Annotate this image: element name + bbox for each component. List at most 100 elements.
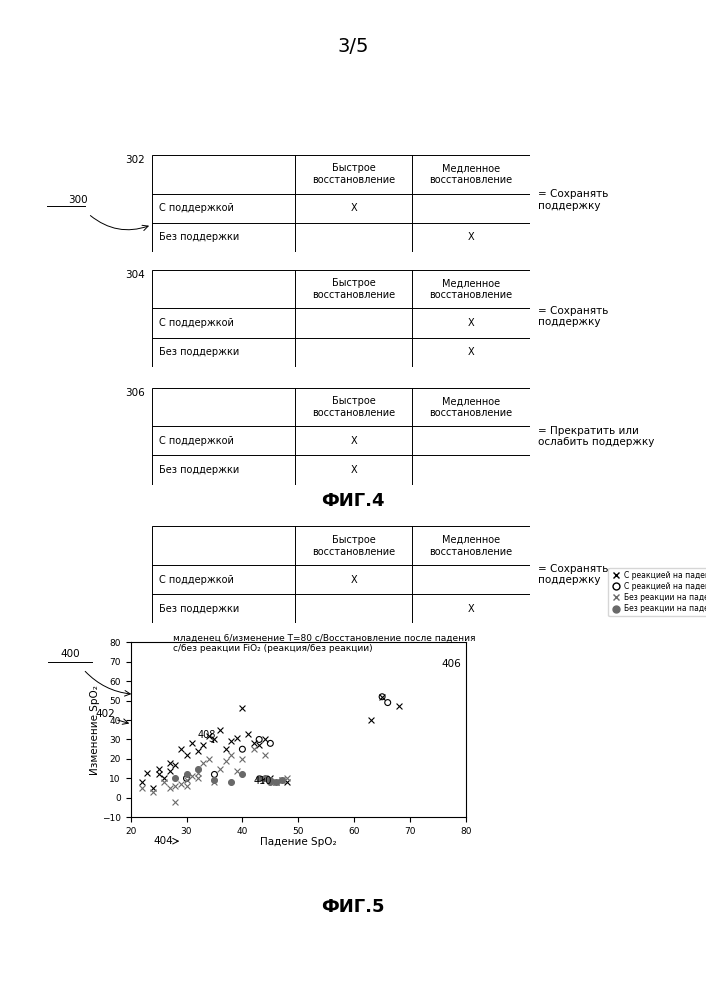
Point — [225, 747, 237, 763]
Text: 304: 304 — [125, 270, 145, 280]
Text: X: X — [467, 603, 474, 613]
Point — [237, 741, 248, 757]
Point — [225, 774, 237, 790]
Point — [276, 772, 287, 788]
Point — [153, 760, 164, 776]
Point — [376, 688, 388, 704]
Point — [209, 772, 220, 788]
Point — [282, 774, 293, 790]
Point — [365, 712, 376, 728]
Point — [158, 770, 169, 786]
Text: ФИГ.5: ФИГ.5 — [321, 898, 385, 916]
Text: ФИГ.4: ФИГ.4 — [321, 493, 385, 510]
Point — [192, 770, 203, 786]
Point — [175, 741, 186, 757]
Point — [237, 766, 248, 782]
Point — [270, 774, 282, 790]
Point — [136, 774, 148, 790]
Text: С поддержкой: С поддержкой — [160, 436, 234, 446]
Point — [276, 772, 287, 788]
Point — [259, 731, 270, 747]
Text: X: X — [467, 318, 474, 328]
Point — [186, 735, 198, 751]
Text: С поддержкой: С поддержкой — [160, 318, 234, 328]
Point — [220, 741, 232, 757]
Point — [393, 698, 405, 714]
Point — [382, 694, 393, 710]
Point — [376, 688, 388, 704]
Point — [231, 762, 242, 778]
Text: = Сохранять
поддержку: = Сохранять поддержку — [538, 189, 609, 211]
Text: X: X — [351, 203, 357, 213]
Text: младенец 6/изменение T=80 с/Восстановление после падения
с/без реакции FiO₂ (реа: младенец 6/изменение T=80 с/Восстановлен… — [173, 633, 475, 652]
Point — [259, 747, 270, 763]
Text: Без поддержки: Без поддержки — [160, 465, 239, 475]
Point — [164, 762, 175, 778]
Text: 402: 402 — [95, 709, 115, 719]
Point — [169, 757, 181, 773]
Text: Без поддержки: Без поддержки — [160, 603, 239, 613]
Point — [175, 776, 186, 792]
Y-axis label: Изменение SpO₂: Изменение SpO₂ — [90, 685, 100, 774]
X-axis label: Падение SpO₂: Падение SpO₂ — [260, 837, 337, 847]
Point — [215, 721, 226, 737]
Text: Медленное
восстановление: Медленное восстановление — [429, 397, 513, 418]
Text: 408: 408 — [198, 729, 216, 742]
Point — [209, 731, 220, 747]
Point — [209, 774, 220, 790]
Point — [220, 753, 232, 769]
Text: Медленное
восстановление: Медленное восстановление — [429, 164, 513, 185]
Point — [186, 768, 198, 784]
Text: X: X — [467, 232, 474, 242]
Text: Без поддержки: Без поддержки — [160, 347, 239, 357]
Text: = Сохранять
поддержку: = Сохранять поддержку — [538, 306, 609, 328]
Point — [265, 774, 276, 790]
Text: 3/5: 3/5 — [337, 37, 369, 56]
Point — [265, 770, 276, 786]
Text: 306: 306 — [125, 388, 145, 398]
Point — [164, 755, 175, 771]
Point — [148, 784, 159, 800]
Text: 302: 302 — [125, 155, 145, 165]
Text: = Сохранять
поддержку: = Сохранять поддержку — [538, 563, 609, 585]
Point — [237, 700, 248, 716]
Point — [203, 751, 215, 767]
Point — [203, 727, 215, 743]
Text: Медленное
восстановление: Медленное восстановление — [429, 279, 513, 300]
Point — [148, 780, 159, 796]
Point — [181, 747, 192, 763]
Point — [192, 743, 203, 759]
Point — [136, 780, 148, 796]
Point — [253, 770, 265, 786]
Text: Быстрое
восстановление: Быстрое восстановление — [312, 535, 395, 556]
Point — [209, 766, 220, 782]
Text: 410: 410 — [253, 776, 272, 786]
Text: С поддержкой: С поддержкой — [160, 574, 234, 584]
Text: X: X — [351, 465, 357, 475]
Point — [169, 770, 181, 786]
Point — [225, 733, 237, 749]
Text: 300: 300 — [68, 195, 88, 205]
Text: Быстрое
восстановление: Быстрое восстановление — [312, 397, 395, 418]
Point — [181, 766, 192, 782]
Point — [215, 760, 226, 776]
Point — [270, 774, 282, 790]
Legend: С реакцией на падение SpO₂, С реакцией на падение SpO₂, Без реакции на падение S: С реакцией на падение SpO₂, С реакцией н… — [609, 567, 706, 616]
Point — [164, 780, 175, 796]
Point — [158, 774, 169, 790]
Point — [282, 770, 293, 786]
Point — [248, 735, 259, 751]
Point — [142, 764, 153, 780]
Point — [192, 760, 203, 776]
Text: Быстрое
восстановление: Быстрое восстановление — [312, 164, 395, 185]
Point — [198, 755, 209, 771]
Text: Без поддержки: Без поддержки — [160, 232, 239, 242]
Text: 404: 404 — [153, 836, 173, 846]
Point — [265, 772, 276, 788]
Text: X: X — [351, 436, 357, 446]
Text: Быстрое
восстановление: Быстрое восстановление — [312, 279, 395, 300]
Text: 400: 400 — [61, 649, 80, 659]
Point — [265, 735, 276, 751]
Point — [169, 793, 181, 809]
Point — [192, 764, 203, 780]
